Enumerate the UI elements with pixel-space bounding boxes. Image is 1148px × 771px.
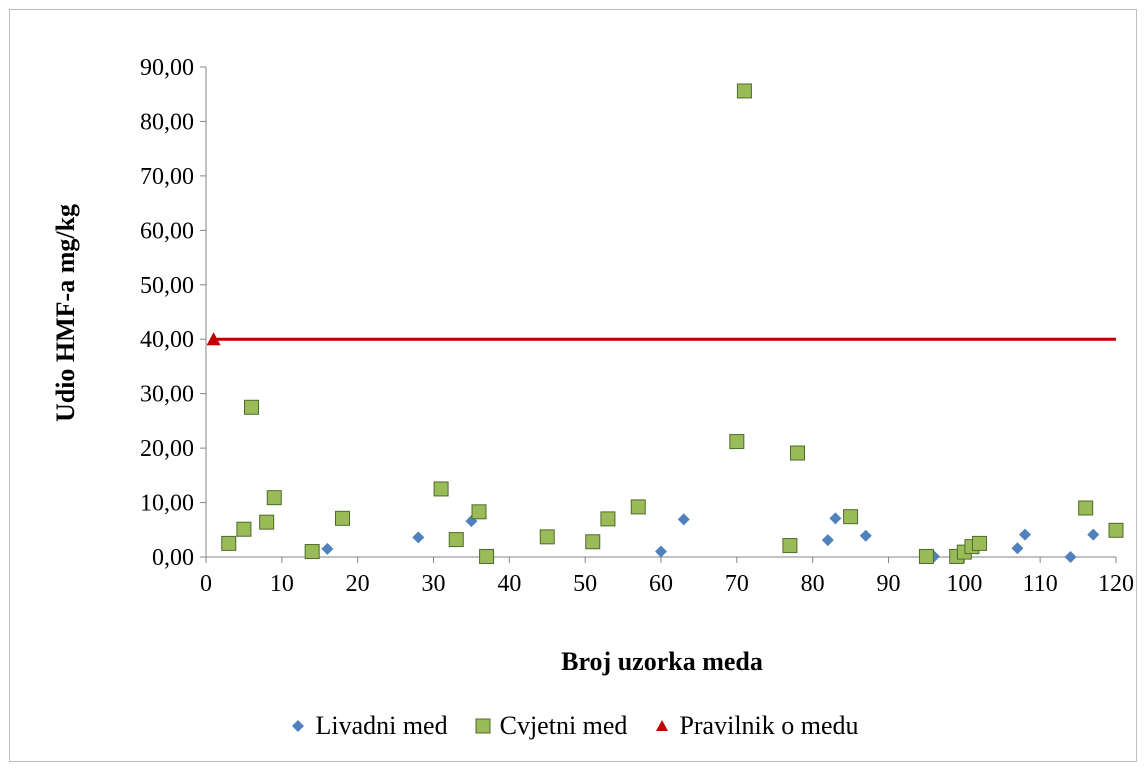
square-marker xyxy=(1078,500,1094,516)
y-tick-label: 60,00 xyxy=(140,218,194,244)
square-marker xyxy=(433,481,449,497)
y-tick-label: 90,00 xyxy=(140,55,194,81)
square-marker xyxy=(1108,522,1124,538)
square-marker xyxy=(259,514,275,530)
x-tick-label: 50 xyxy=(573,571,597,597)
x-tick-label: 0 xyxy=(200,571,212,597)
legend-item-pravilnik: Pravilnik o medu xyxy=(653,711,859,741)
x-tick-label: 20 xyxy=(346,571,370,597)
axes: 0,00 10,00 20,00 30,00 40,00 50,00 60,00 70,00 8… xyxy=(140,55,1134,597)
x-tick-label: 70 xyxy=(725,571,749,597)
diamond-marker xyxy=(412,531,425,544)
square-marker xyxy=(843,509,859,525)
y-tick-label: 30,00 xyxy=(140,382,194,408)
square-marker xyxy=(236,521,252,537)
square-marker xyxy=(448,532,464,548)
diamond-marker xyxy=(1019,528,1031,541)
diamond-marker xyxy=(321,542,334,555)
triangle-marker xyxy=(206,332,221,346)
y-tick-label: 40,00 xyxy=(140,327,194,353)
triangle-icon xyxy=(656,720,669,731)
square-marker xyxy=(918,548,934,564)
x-axis-title: Broj uzorka meda xyxy=(561,647,763,676)
chart-marks xyxy=(206,83,1124,564)
x-tick-label: 60 xyxy=(649,571,673,597)
diamond-marker xyxy=(1087,528,1100,541)
square-marker xyxy=(729,434,745,450)
square-marker xyxy=(585,534,601,550)
y-axis-title: Udio HMF-a mg/kg xyxy=(51,204,80,422)
square-marker xyxy=(600,511,616,527)
square-marker xyxy=(782,538,798,554)
square-marker xyxy=(539,529,555,545)
square-marker xyxy=(479,548,495,564)
y-tick-label: 50,00 xyxy=(140,273,194,299)
square-marker xyxy=(266,490,282,506)
diamond-icon xyxy=(292,720,305,732)
square-marker xyxy=(630,499,646,515)
legend-label-cvjetni: Cvjetni med xyxy=(499,711,628,740)
square-marker xyxy=(471,504,487,520)
x-tick-label: 90 xyxy=(877,571,901,597)
diamond-marker xyxy=(677,513,690,526)
square-marker xyxy=(736,83,752,99)
y-tick-label: 0,00 xyxy=(152,545,194,571)
diamond-marker xyxy=(1064,551,1077,563)
x-tick-label: 100 xyxy=(946,571,982,597)
legend-label-pravilnik: Pravilnik o medu xyxy=(679,711,859,740)
y-tick-label: 10,00 xyxy=(140,491,194,517)
diamond-marker xyxy=(859,529,872,542)
diamond-marker xyxy=(1011,542,1024,555)
diamond-marker xyxy=(821,534,834,547)
square-marker xyxy=(790,445,805,461)
square-marker xyxy=(972,535,987,551)
y-tick-label: 80,00 xyxy=(140,109,194,135)
square-marker xyxy=(244,399,259,415)
square-icon xyxy=(475,718,491,734)
legend: Livadni med Cvjetni med Pravilnik o medu xyxy=(0,706,1148,746)
square-marker xyxy=(221,535,237,551)
y-tick-label: 70,00 xyxy=(140,164,194,190)
y-tick-label: 20,00 xyxy=(140,436,194,462)
x-tick-label: 110 xyxy=(1023,571,1058,597)
x-tick-label: 40 xyxy=(497,571,521,597)
x-tick-label: 120 xyxy=(1098,571,1134,597)
square-marker xyxy=(304,544,320,560)
legend-label-livadni: Livadni med xyxy=(315,711,448,740)
diamond-marker xyxy=(829,512,842,525)
legend-item-cvjetni: Cvjetni med xyxy=(474,711,628,741)
square-marker xyxy=(335,510,350,526)
x-tick-label: 80 xyxy=(801,571,825,597)
diamond-marker xyxy=(655,545,667,558)
x-tick-label: 30 xyxy=(422,571,446,597)
legend-item-livadni: Livadni med xyxy=(289,711,448,741)
x-tick-label: 10 xyxy=(270,571,294,597)
chart-frame xyxy=(9,9,1137,762)
